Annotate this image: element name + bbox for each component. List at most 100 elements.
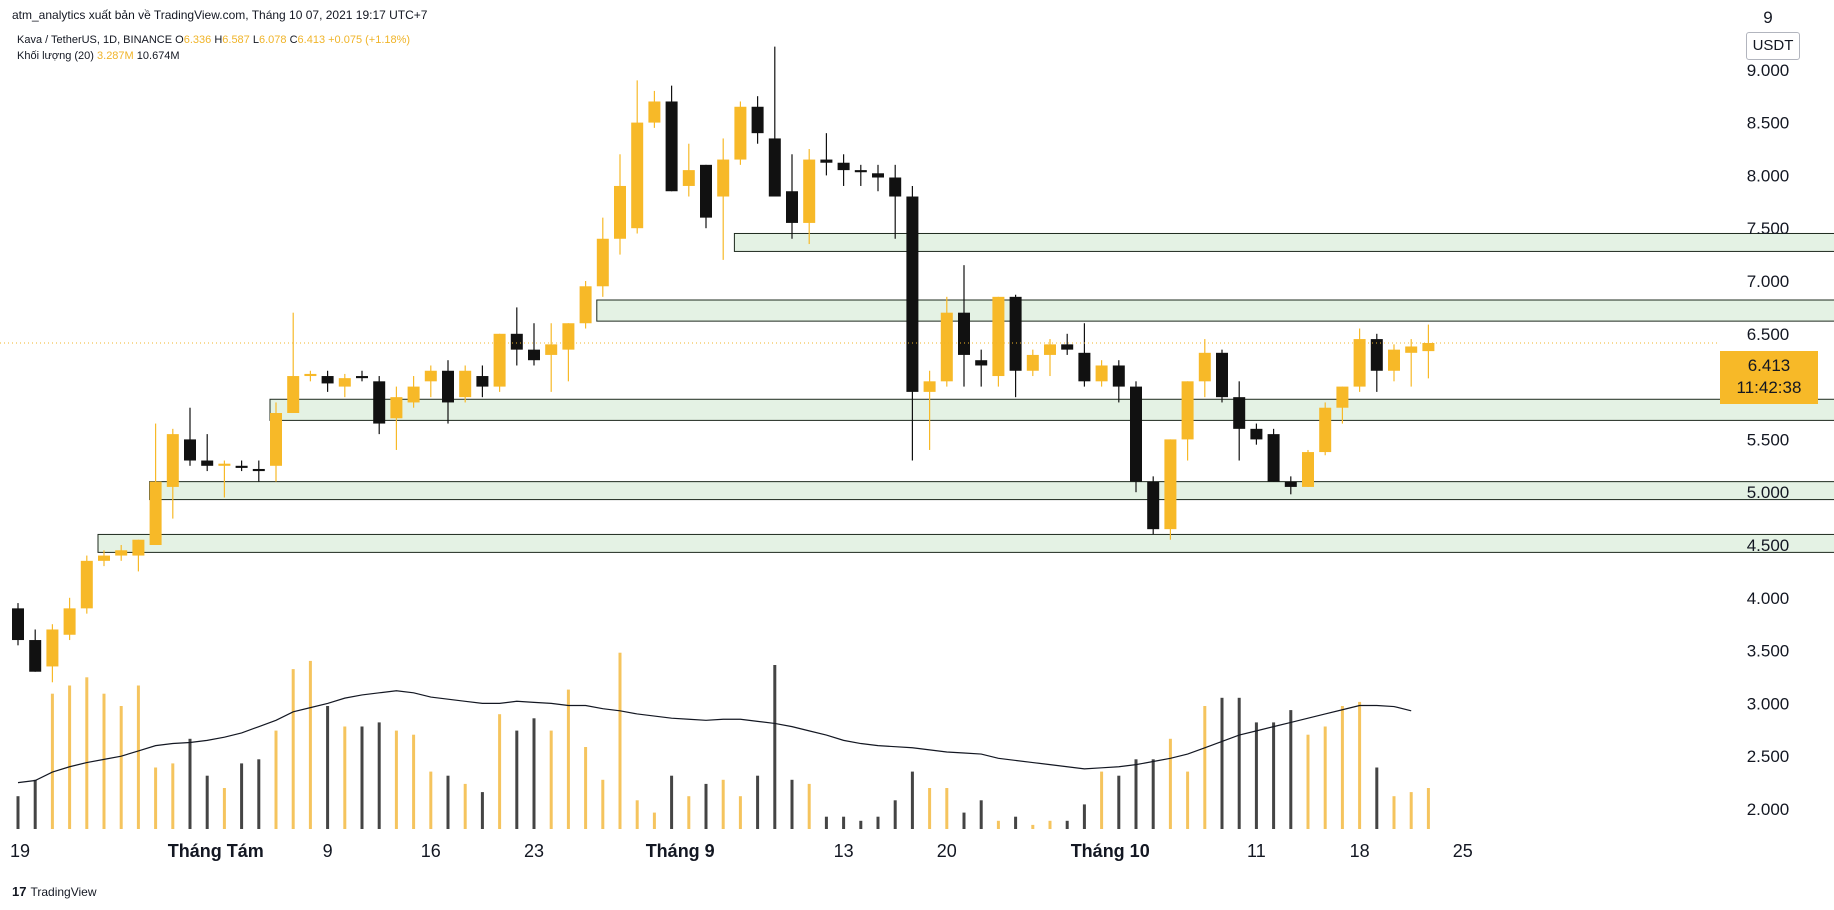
candle-body bbox=[356, 376, 368, 379]
candle-body bbox=[252, 468, 265, 472]
volume-bar bbox=[652, 812, 656, 829]
volume-bar bbox=[670, 775, 674, 829]
zone-1 bbox=[733, 232, 1834, 252]
candle-body bbox=[1267, 434, 1280, 482]
volume-bar bbox=[16, 796, 20, 829]
volume-bar bbox=[326, 706, 330, 829]
volume-bar bbox=[446, 775, 450, 829]
volume-bar bbox=[859, 820, 863, 829]
candle-body bbox=[166, 434, 179, 487]
candle-body bbox=[631, 122, 644, 229]
candle-body bbox=[1388, 349, 1400, 371]
candle-body bbox=[390, 397, 403, 419]
volume-bar bbox=[1117, 775, 1121, 829]
y-tick-label: 4.500 bbox=[1747, 536, 1790, 555]
volume-bar bbox=[996, 820, 1000, 829]
y-tick-label: 5.500 bbox=[1747, 430, 1790, 449]
candle-body bbox=[803, 159, 816, 223]
candle-body bbox=[476, 376, 489, 387]
candle-body bbox=[493, 333, 506, 387]
candle-body bbox=[1422, 342, 1435, 352]
candle-body bbox=[528, 349, 540, 361]
volume-bar bbox=[1082, 804, 1086, 829]
candle-body bbox=[682, 170, 695, 186]
candle-body bbox=[906, 196, 919, 392]
candle-body bbox=[1370, 339, 1383, 371]
high-label: H bbox=[214, 34, 223, 46]
last-price-label: 6.413 11:42:38 bbox=[1720, 351, 1818, 404]
candle-body bbox=[12, 608, 24, 641]
volume-bar bbox=[945, 788, 949, 829]
volume-bar bbox=[893, 800, 897, 829]
currency-button[interactable]: USDT bbox=[1746, 32, 1800, 60]
volume-bar bbox=[1151, 759, 1155, 829]
candle-body bbox=[321, 376, 334, 384]
candle-body bbox=[1233, 397, 1246, 429]
volume-bar bbox=[274, 730, 278, 829]
x-tick-label: 25 bbox=[1453, 841, 1473, 861]
footer-brand: 17 TradingView bbox=[12, 884, 97, 899]
low-label: L bbox=[252, 34, 259, 46]
volume-bar bbox=[257, 759, 261, 829]
volume-bar bbox=[842, 816, 846, 829]
x-tick-label: 18 bbox=[1350, 841, 1370, 861]
candle-body bbox=[1078, 352, 1091, 382]
zone-2 bbox=[596, 299, 1834, 322]
x-tick-label: 19 bbox=[10, 841, 30, 861]
candle-body bbox=[579, 286, 592, 324]
x-tick-label: Tháng 10 bbox=[1071, 841, 1150, 861]
y-tick-label: 2.500 bbox=[1747, 747, 1790, 766]
candle-body bbox=[1095, 365, 1108, 382]
candle-body bbox=[218, 463, 231, 466]
candle-body bbox=[63, 608, 76, 635]
candle-body bbox=[424, 370, 437, 382]
volume-bar bbox=[188, 738, 192, 829]
close-label: C bbox=[289, 34, 298, 46]
change-value: +0.075 (+1.18%) bbox=[328, 34, 411, 46]
x-tick-label: 16 bbox=[421, 841, 441, 861]
candle-body bbox=[786, 191, 798, 223]
volume-bar bbox=[50, 693, 54, 829]
candle-body bbox=[854, 170, 867, 173]
candle-body bbox=[734, 106, 747, 160]
volume-bar bbox=[928, 788, 932, 829]
volume-bar bbox=[1134, 759, 1138, 829]
candle-body bbox=[992, 296, 1005, 377]
volume-bar bbox=[1203, 706, 1207, 829]
candle-body bbox=[46, 629, 59, 667]
candle-body bbox=[1353, 339, 1366, 387]
x-tick-label: 13 bbox=[834, 841, 854, 861]
volume-bar bbox=[1392, 796, 1396, 829]
candle-body bbox=[958, 312, 970, 355]
volume-bar bbox=[910, 771, 914, 829]
y-tick-label: 9 bbox=[1763, 8, 1772, 27]
volume-bar bbox=[119, 706, 123, 829]
candle-body bbox=[1181, 381, 1194, 440]
volume-bar bbox=[1168, 738, 1172, 829]
candle-body bbox=[768, 138, 781, 197]
candle-body bbox=[184, 439, 196, 461]
y-tick-label: 3.500 bbox=[1747, 642, 1790, 661]
x-tick-label: 23 bbox=[524, 841, 544, 861]
y-tick-label: 8.500 bbox=[1747, 114, 1790, 133]
candle-body bbox=[1026, 354, 1039, 371]
candle-body bbox=[923, 381, 936, 392]
volume-bar bbox=[790, 779, 794, 829]
volume-bar bbox=[343, 726, 347, 829]
candle-body bbox=[459, 370, 472, 398]
volume-bar bbox=[979, 800, 983, 829]
volume-bar bbox=[1100, 771, 1104, 829]
volume-bar bbox=[308, 660, 312, 829]
candle-body bbox=[373, 381, 386, 424]
volume-bar bbox=[1272, 722, 1276, 829]
volume-bar bbox=[618, 652, 622, 829]
volume-bar bbox=[480, 792, 484, 829]
volume-bar bbox=[85, 677, 89, 829]
y-tick-label: 4.000 bbox=[1747, 589, 1790, 608]
volume-bar bbox=[240, 763, 244, 829]
candle-body bbox=[201, 460, 214, 466]
volume-ma-value: 10.674M bbox=[136, 50, 180, 62]
candle-body bbox=[1250, 428, 1263, 440]
candle-body bbox=[270, 413, 282, 466]
